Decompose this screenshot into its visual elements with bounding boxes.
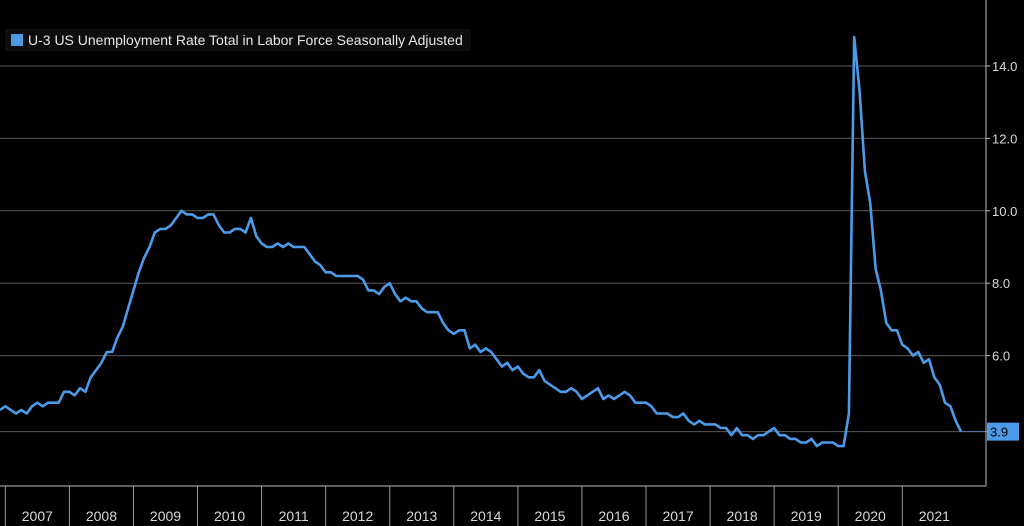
x-tick-label: 2012 xyxy=(342,508,373,524)
x-tick-label: 2017 xyxy=(662,508,693,524)
legend-label: U-3 US Unemployment Rate Total in Labor … xyxy=(28,32,463,48)
x-tick-label: 2009 xyxy=(150,508,181,524)
grid-lines xyxy=(0,65,986,433)
x-tick-label: 2020 xyxy=(855,508,886,524)
x-tick-label: 2016 xyxy=(598,508,629,524)
y-axis-ticks: 6.0 8.0 10.0 12.0 14.0 xyxy=(992,59,1017,364)
x-tick-label: 2011 xyxy=(279,508,309,524)
series-layer xyxy=(0,35,963,448)
x-axis-ticks: 2007 2008 2009 2010 2011 2012 2013 2014 2015 2016… xyxy=(22,508,950,524)
x-tick-label: 2015 xyxy=(534,508,565,524)
legend: U-3 US Unemployment Rate Total in Labor … xyxy=(5,29,471,51)
x-tick-label: 2018 xyxy=(727,508,758,524)
x-tick-label: 2014 xyxy=(470,508,501,524)
y-tick-label: 8.0 xyxy=(992,276,1010,291)
x-tick-label: 2008 xyxy=(86,508,117,524)
last-value-badge xyxy=(987,422,1019,441)
y-tick-label: 12.0 xyxy=(992,131,1017,146)
x-tick-label: 2013 xyxy=(406,508,437,524)
y-tick-label: 14.0 xyxy=(992,59,1017,74)
series-line xyxy=(0,35,963,448)
legend-swatch xyxy=(11,34,23,46)
y-tick-label: 6.0 xyxy=(992,349,1010,364)
last-value-label: 3.9 xyxy=(990,425,1008,440)
y-tick-label: 10.0 xyxy=(992,204,1017,219)
x-tick-label: 2007 xyxy=(22,508,53,524)
x-tick-label: 2021 xyxy=(919,508,950,524)
last-value-marker: 3.9 xyxy=(961,422,1019,441)
axes xyxy=(0,0,990,526)
x-tick-label: 2019 xyxy=(791,508,822,524)
x-tick-label: 2010 xyxy=(214,508,245,524)
